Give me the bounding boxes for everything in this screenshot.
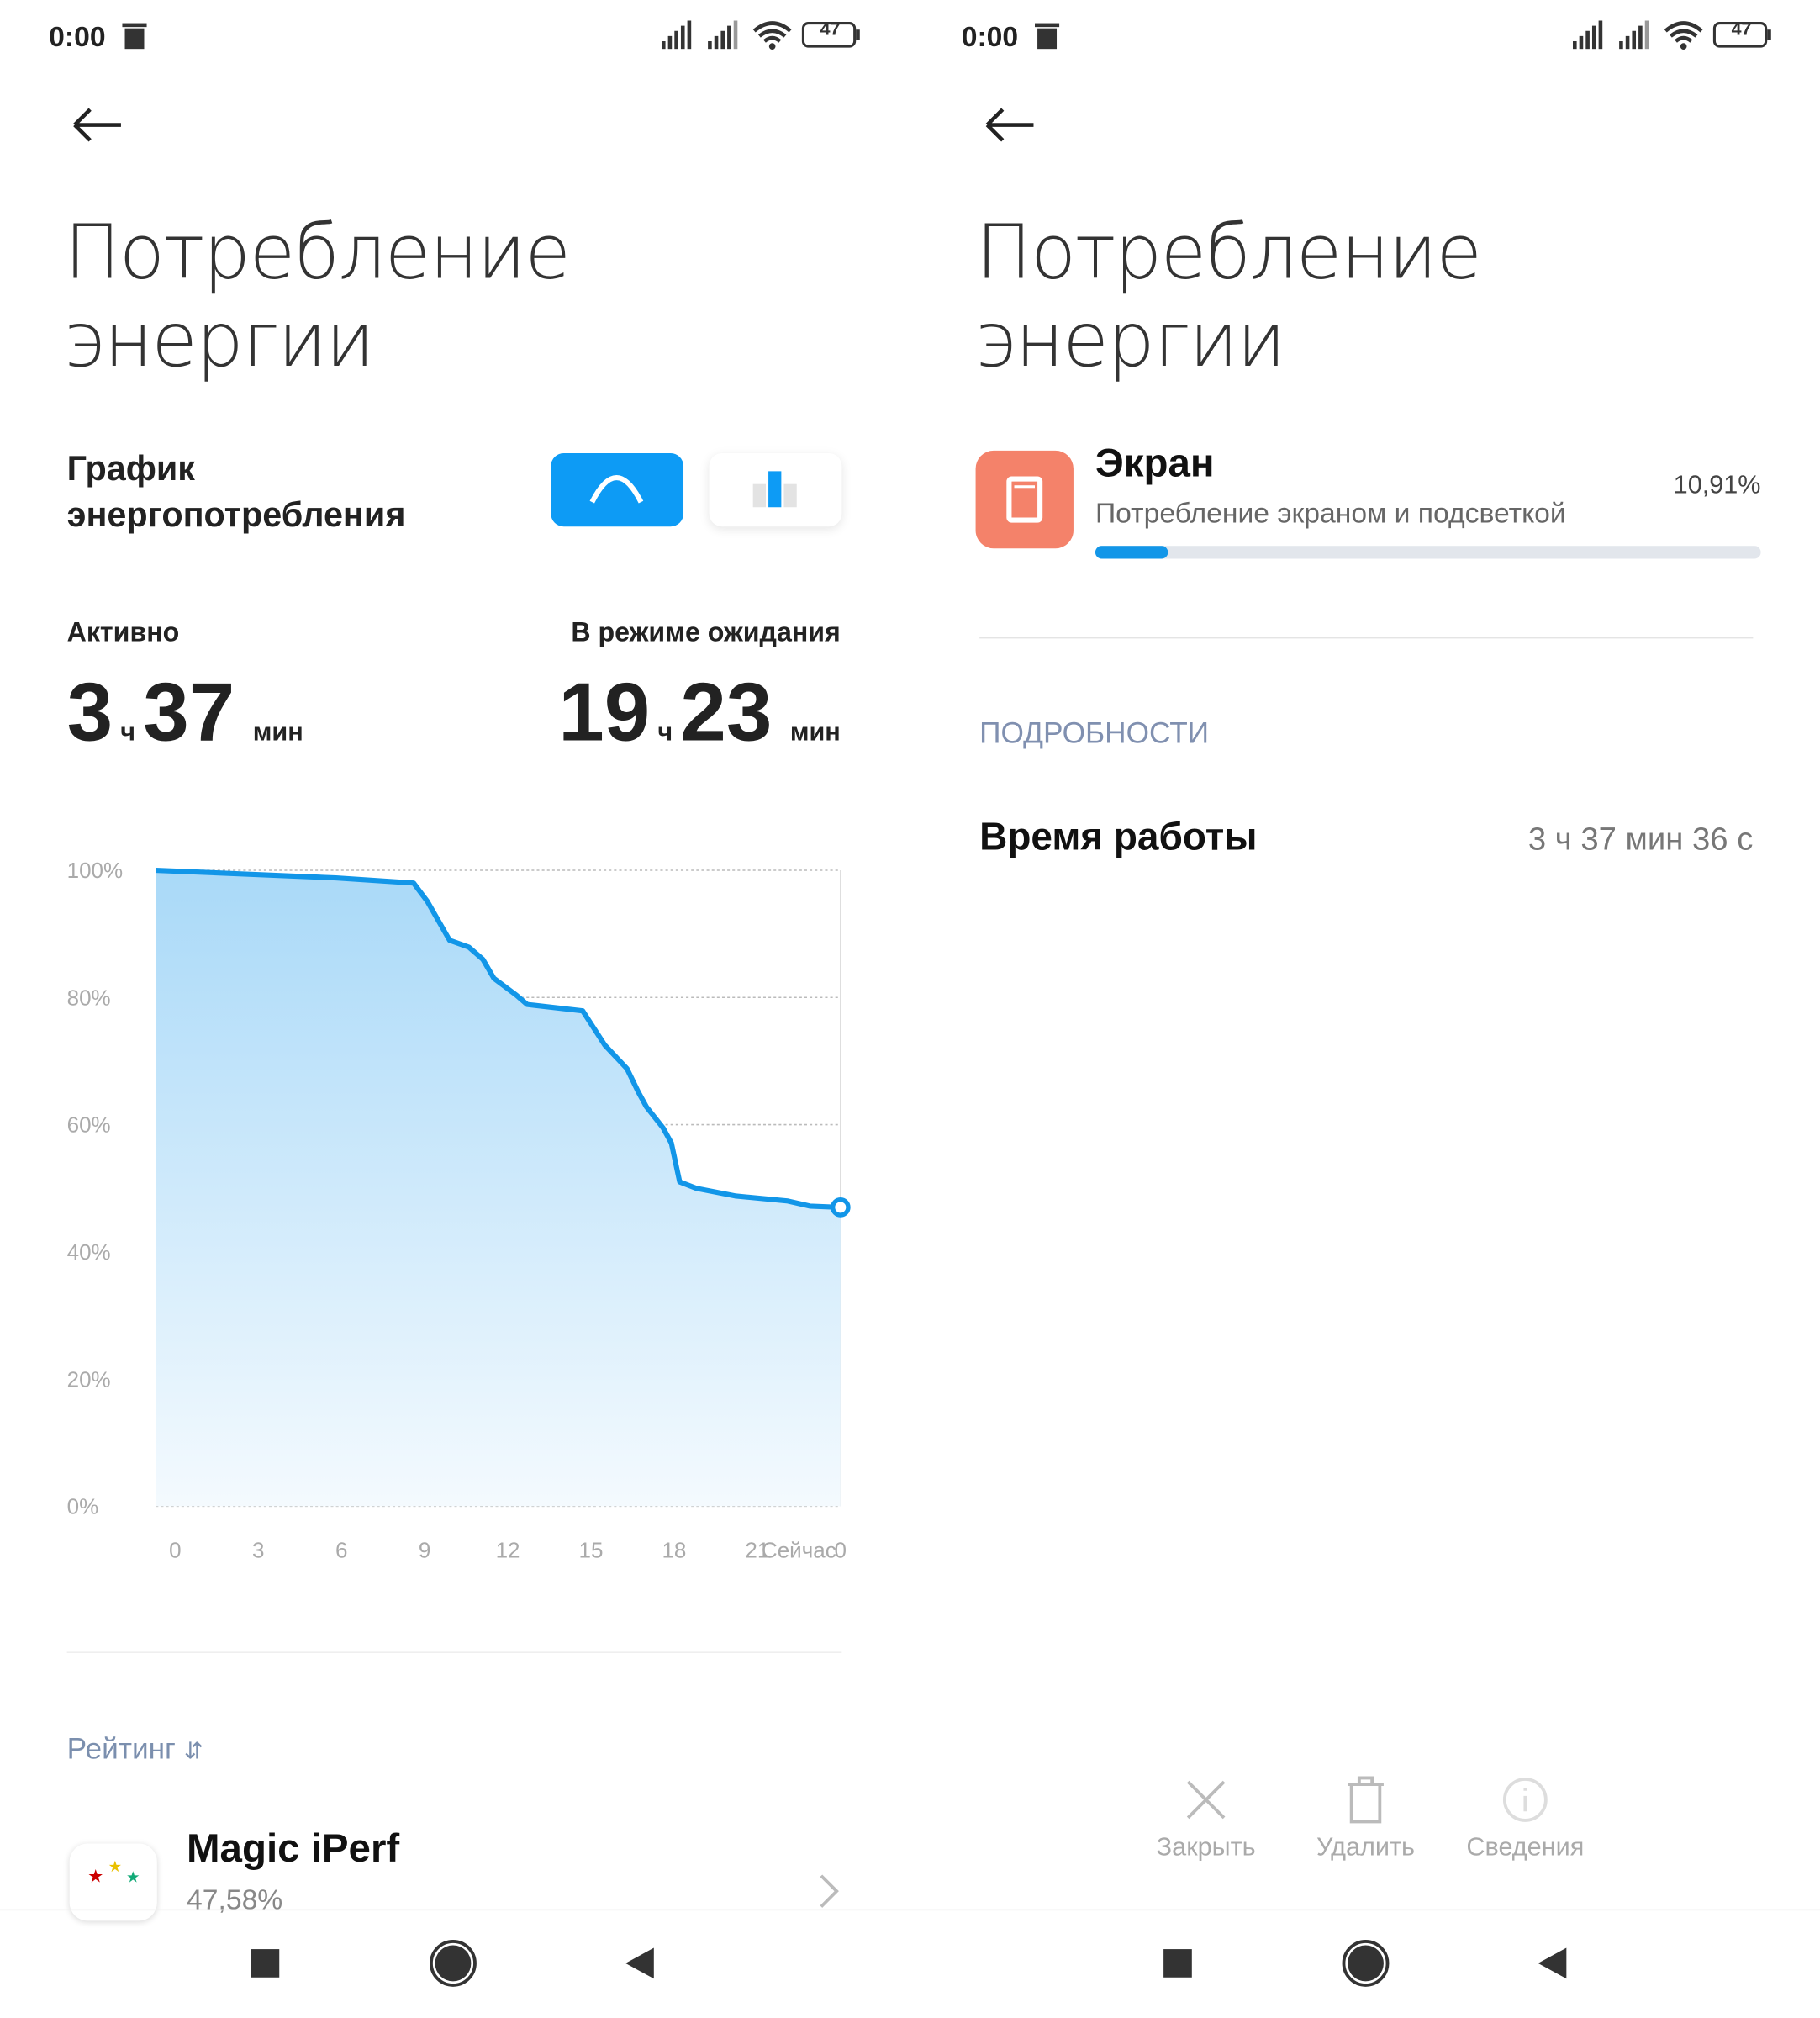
status-icons	[661, 20, 860, 50]
trash-icon	[122, 23, 147, 50]
app-name[interactable]: Magic iPerf	[187, 1825, 400, 1871]
delete-button[interactable]: Удалить	[1316, 1833, 1415, 1862]
bar-toggle[interactable]	[709, 452, 842, 527]
x-tick-label: 12	[496, 1538, 520, 1563]
screen-icon	[975, 450, 1074, 549]
x-tick-label: 0	[835, 1538, 847, 1563]
battery-line	[156, 867, 841, 1210]
item-description: Потребление экраном и подсветкой	[1095, 497, 1566, 530]
area-fill	[156, 870, 841, 1507]
info-button[interactable]: Сведения	[1466, 1833, 1585, 1862]
page-title: Потребление энергии	[64, 209, 571, 384]
x-tick-label: 18	[662, 1538, 686, 1563]
svg-text:★: ★	[126, 1867, 140, 1885]
detail-value: 3 ч 37 мин 36 с	[1527, 821, 1754, 858]
back-button[interactable]	[70, 103, 126, 146]
page-title: Потребление энергии	[975, 209, 1482, 384]
battery-level: 47	[1731, 18, 1752, 39]
svg-text:★: ★	[87, 1866, 103, 1886]
hours-unit: ч	[657, 718, 673, 748]
y-tick-label: 60%	[67, 1112, 111, 1138]
active-time: 3 ч 37 мин	[67, 664, 303, 759]
divider	[66, 1651, 842, 1653]
current-point	[830, 1197, 851, 1218]
item-percent: 10,91%	[1673, 471, 1761, 500]
y-tick-label: 40%	[67, 1239, 111, 1265]
x-tick-label: 0	[169, 1538, 181, 1563]
y-tick-label: 20%	[67, 1366, 111, 1392]
chevron[interactable]	[816, 1873, 842, 1910]
clock: 0:00	[49, 20, 106, 53]
progress-bar	[1095, 546, 1761, 559]
x-tick-label: 6	[335, 1538, 347, 1563]
minutes-unit: мин	[252, 718, 303, 748]
standby-label: В режиме ожидания	[571, 617, 841, 648]
minutes-unit: мин	[789, 718, 841, 748]
x-tick-label: 15	[579, 1538, 604, 1563]
x-tick-label: Сейчас	[762, 1538, 836, 1563]
svg-text:★: ★	[108, 1857, 122, 1875]
item-name: Экран	[1095, 440, 1215, 486]
x-tick-label: 21	[745, 1538, 769, 1563]
active-label: Активно	[66, 617, 180, 648]
back-button[interactable]	[982, 103, 1038, 146]
x-tick-label: 9	[419, 1538, 430, 1563]
y-tick-label: 80%	[67, 985, 111, 1010]
hours: 3	[66, 665, 113, 758]
hours: 19	[558, 665, 651, 758]
minutes: 23	[680, 665, 773, 758]
delete-icon[interactable]	[1340, 1774, 1391, 1825]
section-header: ПОДРОБНОСТИ	[979, 716, 1210, 750]
battery-level: 47	[820, 18, 841, 39]
x-tick-label: 3	[252, 1538, 264, 1563]
info-icon[interactable]	[1500, 1774, 1551, 1825]
close-button[interactable]: Закрыть	[1156, 1833, 1256, 1862]
detail-label: Время работы	[979, 816, 1258, 859]
section-title: График энергопотребления	[66, 449, 406, 535]
hours-unit: ч	[120, 718, 136, 748]
status-icons	[1573, 20, 1771, 50]
clock: 0:00	[961, 20, 1019, 53]
y-tick-label: 100%	[67, 858, 124, 883]
sort-label: Рейтинг	[66, 1731, 176, 1766]
app-icon: ★ ★ ★	[69, 1843, 157, 1921]
app-usage: 47,58%	[187, 1883, 283, 1916]
trash-icon	[1035, 23, 1060, 50]
curve-toggle[interactable]	[551, 452, 684, 527]
divider	[0, 1909, 1820, 1911]
nav-bar	[251, 1939, 1567, 1987]
y-tick-label: 0%	[67, 1494, 99, 1519]
progress-fill	[1095, 546, 1168, 559]
divider	[979, 637, 1754, 639]
standby-time: 19 ч 23 мин	[558, 664, 841, 759]
close-icon[interactable]	[1180, 1774, 1232, 1825]
minutes: 37	[143, 665, 235, 758]
sort-button[interactable]: Рейтинг ⇵	[66, 1731, 203, 1766]
